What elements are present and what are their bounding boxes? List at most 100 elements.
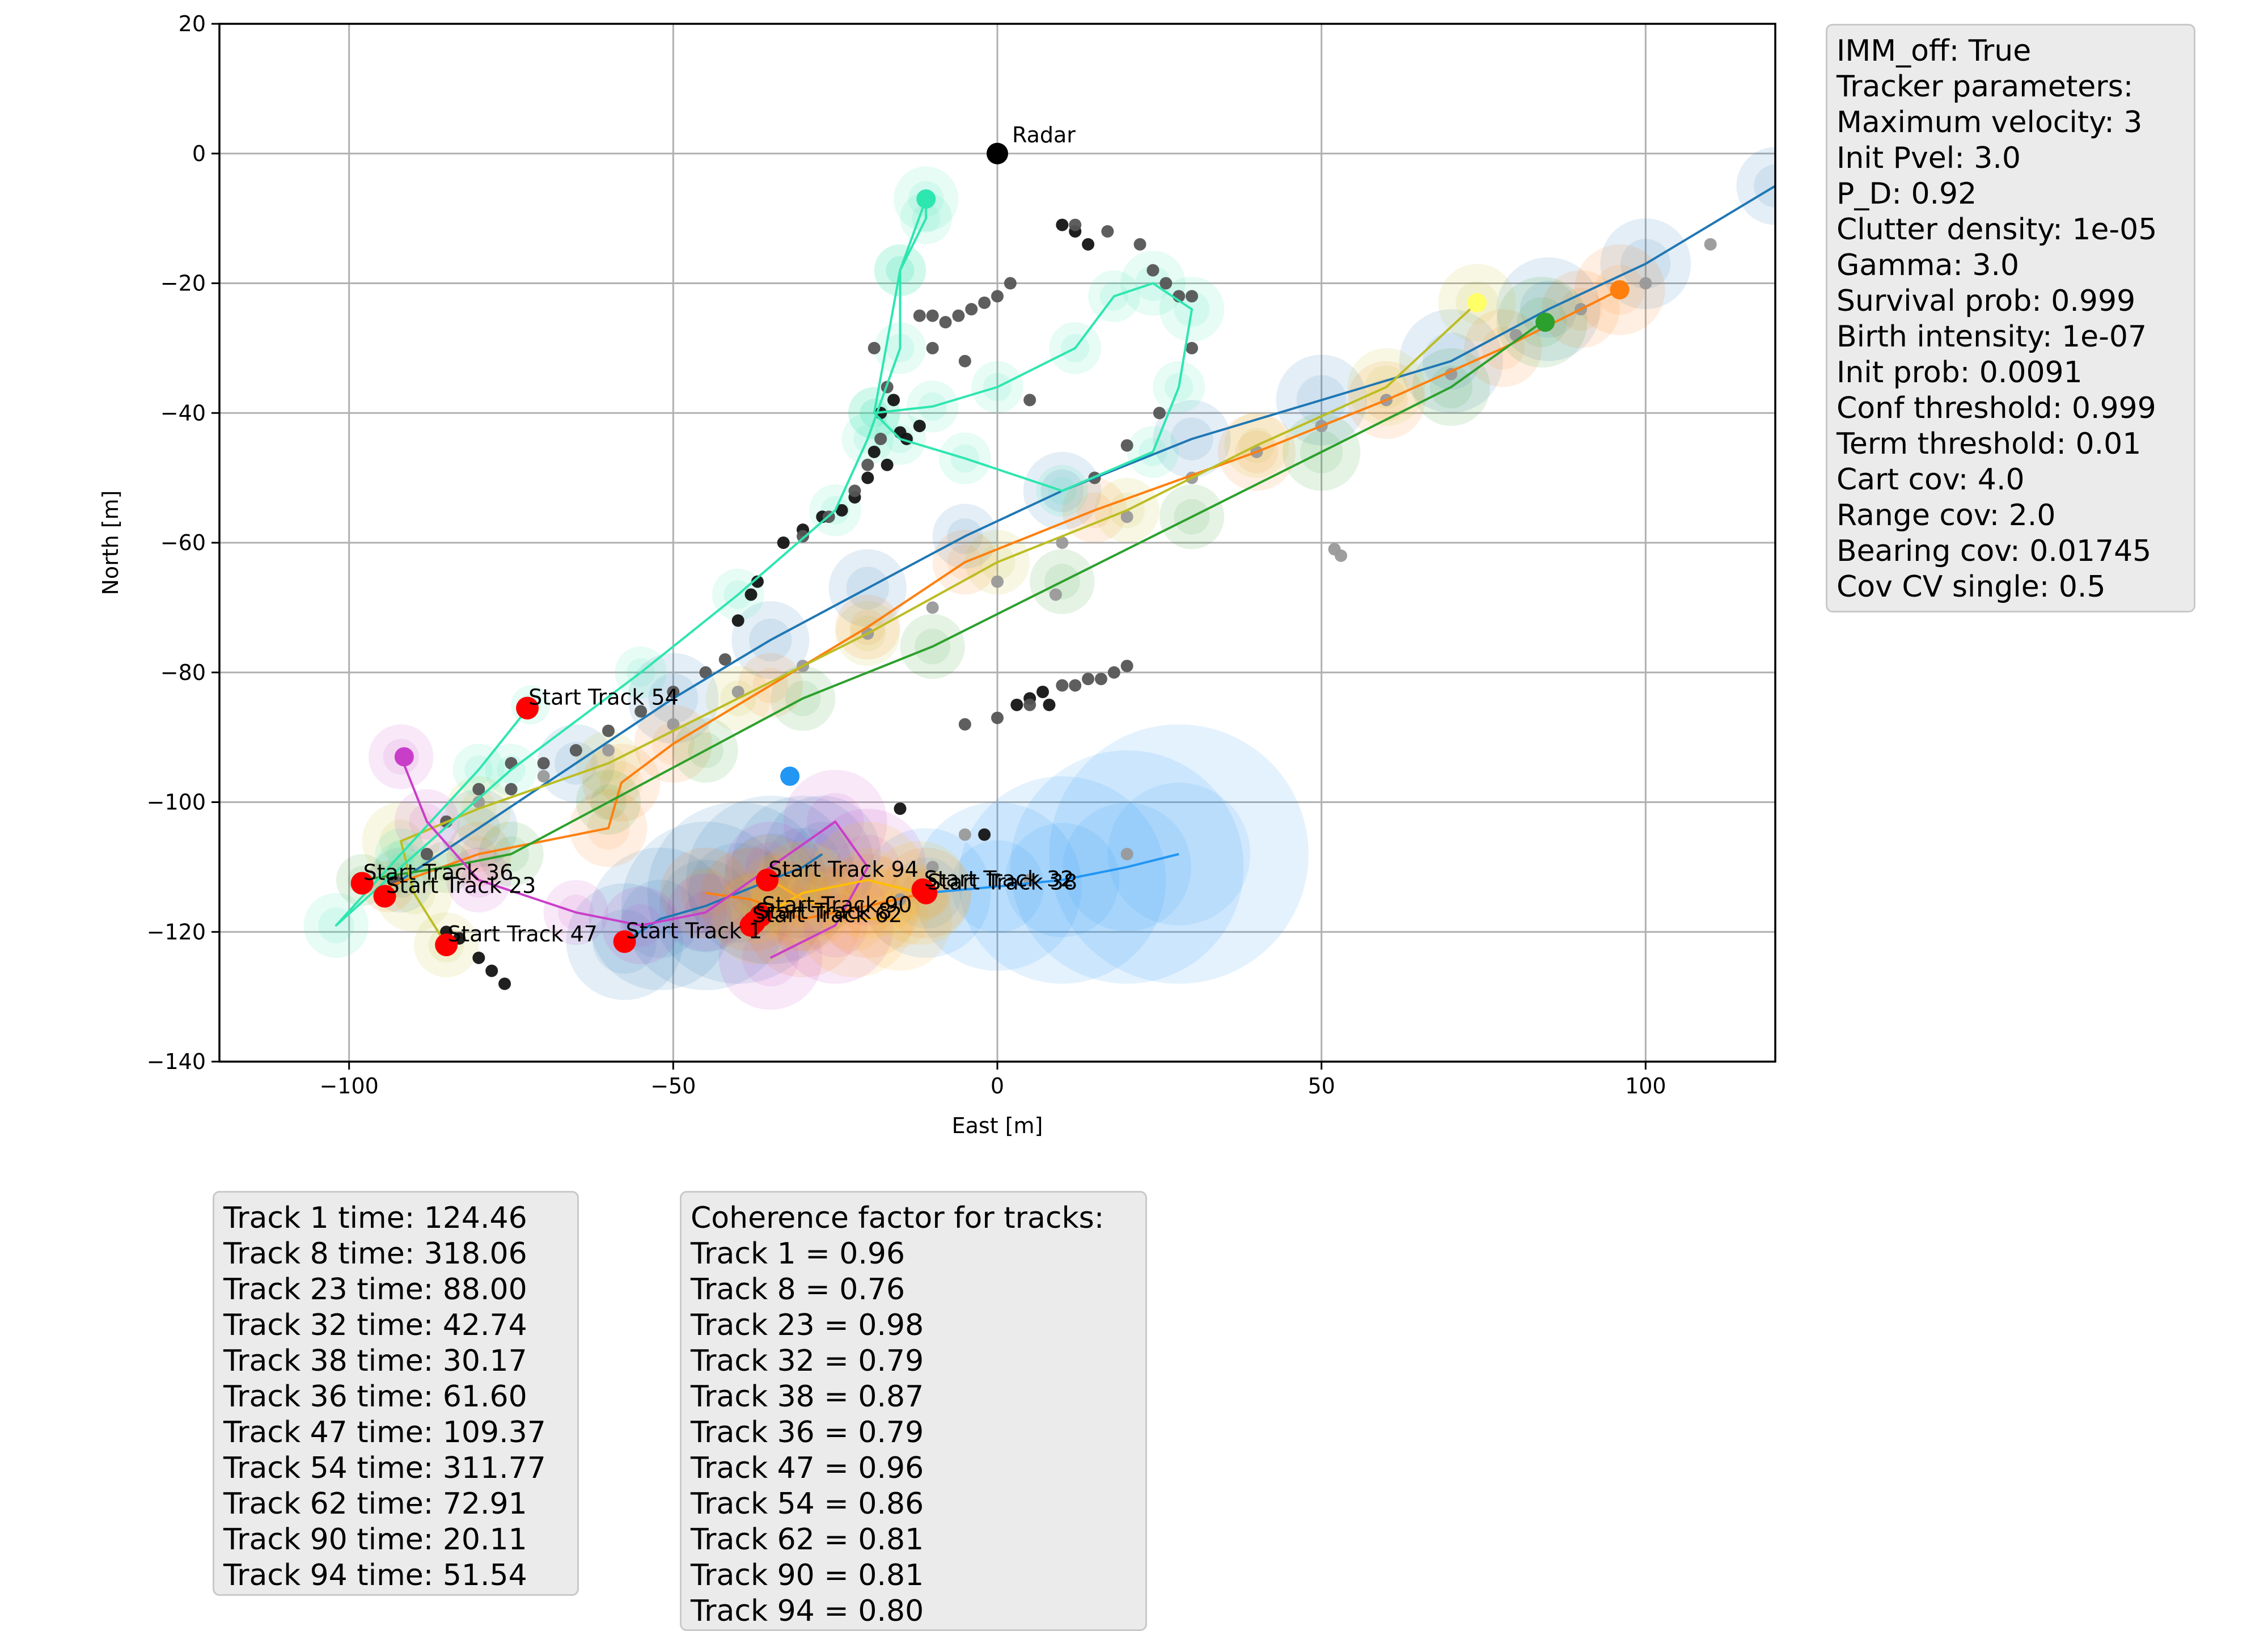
y-tick-label: −120 <box>147 919 206 944</box>
measurement-point <box>1023 394 1036 407</box>
measurement-point <box>602 724 615 737</box>
measurement-point <box>978 828 991 841</box>
tracker-parameters-box: IMM_off: True Tracker parameters: Maximum … <box>1826 24 2195 612</box>
track-start-marker <box>373 885 396 908</box>
radar-marker <box>987 142 1008 164</box>
track-time-line: Track 1 time: 124.46 <box>223 1201 527 1235</box>
axis-ticks: −100 −50 0 50 100 20 0 −20 −40 −60 −80 −100 −120 −140 <box>147 11 1666 1098</box>
measurement-point <box>926 341 939 354</box>
measurement-point <box>1334 549 1347 562</box>
track-end-marker <box>916 189 936 209</box>
measurement-point <box>991 575 1004 588</box>
parameter-line: Range cov: 2.0 <box>1837 498 2056 533</box>
measurement-point <box>1094 673 1107 686</box>
track-time-line: Track 90 time: 20.11 <box>223 1523 527 1557</box>
track-start-label: Start Track 47 <box>447 922 598 947</box>
coherence-line: Track 23 = 0.98 <box>691 1308 924 1342</box>
track-start-label: Start Track 8 <box>755 899 892 924</box>
parameter-line: IMM_off: True <box>1837 34 2032 68</box>
measurement-point <box>1004 277 1017 290</box>
parameter-line: Gamma: 3.0 <box>1837 248 2020 282</box>
track-time-line: Track 94 time: 51.54 <box>223 1558 527 1592</box>
x-axis-label: East [m] <box>952 1113 1043 1138</box>
parameter-line: Term threshold: 0.01 <box>1837 427 2142 461</box>
parameter-line: Conf threshold: 0.999 <box>1837 391 2156 425</box>
measurement-point <box>926 309 939 322</box>
track-start-marker <box>613 930 636 953</box>
track-start-label: Start Track 23 <box>386 873 536 898</box>
track-start-label: Start Track 90 <box>762 893 912 918</box>
measurement-point <box>1056 679 1069 692</box>
measurement-point <box>537 757 550 770</box>
parameter-line: Cart cov: 4.0 <box>1837 463 2025 497</box>
parameter-line: Tracker parameters: <box>1837 70 2134 104</box>
track-line-23 <box>387 289 1620 888</box>
measurement-point <box>602 744 615 757</box>
measurement-point <box>874 433 887 445</box>
y-tick-label: −140 <box>147 1049 206 1074</box>
track-times-box: Track 1 time: 124.46 Track 8 time: 318.06… <box>213 1191 579 1596</box>
measurement-point <box>913 420 926 433</box>
parameter-line: Init Pvel: 3.0 <box>1837 141 2021 175</box>
track-end-marker <box>1535 312 1555 332</box>
measurement-point <box>505 783 518 796</box>
measurement-point <box>894 802 907 815</box>
measurement-point <box>1153 407 1166 420</box>
track-line-62 <box>400 756 869 959</box>
plot-area <box>303 142 1775 1010</box>
coherence-factor-box: Coherence factor for tracks: Track 1 = 0.… <box>680 1191 1147 1631</box>
measurement-point <box>751 575 764 588</box>
parameter-line: P_D: 0.92 <box>1837 177 1977 211</box>
measurement-point <box>777 536 790 549</box>
coherence-line: Track 1 = 0.96 <box>691 1237 905 1271</box>
measurement-point <box>1107 666 1120 679</box>
track-markers <box>350 142 1630 957</box>
measurement-point <box>1010 698 1023 711</box>
x-tick-label: −50 <box>650 1074 696 1098</box>
measurement-point <box>1082 673 1095 686</box>
measurement-point <box>861 471 874 484</box>
measurement-point <box>868 445 881 458</box>
measurement-point <box>1639 277 1652 290</box>
measurement-point <box>1036 686 1050 699</box>
measurement-point <box>958 828 971 841</box>
parameter-line: Clutter density: 1e-05 <box>1837 213 2157 247</box>
y-tick-label: −100 <box>147 790 206 815</box>
measurement-point <box>744 588 758 601</box>
track-start-label: Start Track 62 <box>752 902 903 927</box>
measurement-point <box>835 504 848 517</box>
track-line-54 <box>335 197 1193 927</box>
track-time-line: Track 62 time: 72.91 <box>223 1487 527 1521</box>
x-tick-label: −100 <box>319 1074 378 1098</box>
measurement-point <box>1133 238 1146 251</box>
track-time-line: Track 47 time: 109.37 <box>223 1415 546 1450</box>
y-tick-label: 0 <box>192 141 206 166</box>
track-start-marker <box>516 696 539 720</box>
covariance-core-track-32 <box>1107 783 1250 926</box>
track-lines <box>335 185 1775 959</box>
parameter-line: Maximum velocity: 3 <box>1837 105 2143 140</box>
track-end-marker <box>1610 280 1630 299</box>
track-time-line: Track 38 time: 30.17 <box>223 1344 527 1378</box>
track-time-line: Track 32 time: 42.74 <box>223 1308 527 1342</box>
measurement-point <box>1120 510 1133 523</box>
track-start-marker <box>435 933 458 957</box>
coherence-line: Track 8 = 0.76 <box>691 1273 905 1307</box>
measurement-point <box>1049 588 1062 601</box>
measurement-point <box>991 711 1004 724</box>
y-tick-label: −40 <box>160 400 206 425</box>
track-start-label: Start Track 94 <box>768 857 919 882</box>
measurement-point <box>1101 225 1114 238</box>
measurement-point <box>472 783 485 796</box>
measurement-point <box>965 303 978 316</box>
measurement-point <box>1704 238 1717 251</box>
radar-label: Radar <box>1012 122 1076 147</box>
measurement-point <box>868 341 881 354</box>
x-tick-label: 50 <box>1308 1074 1335 1098</box>
track-line-32 <box>926 853 1179 894</box>
track-line-8 <box>400 185 1775 881</box>
track-end-marker <box>1467 293 1487 312</box>
measurement-point <box>913 309 926 322</box>
measurement-point <box>1160 277 1173 290</box>
